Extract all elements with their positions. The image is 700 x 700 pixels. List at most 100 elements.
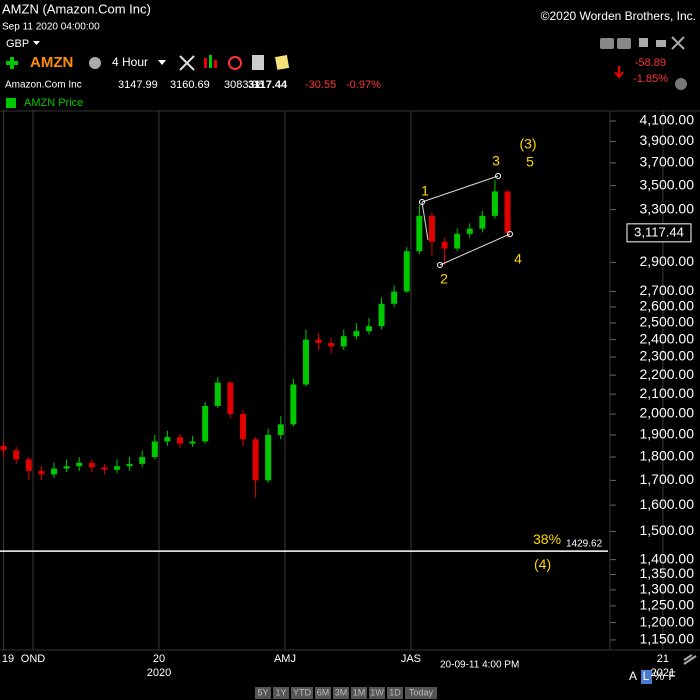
- y-tick-label: 1,300.00: [640, 581, 695, 597]
- company: Amazon.Com Inc: [5, 80, 82, 91]
- candle-body: [214, 382, 221, 406]
- y-tick-label: 2,900.00: [640, 253, 695, 269]
- x-tick-label: 19: [2, 653, 14, 665]
- candle-body: [139, 457, 146, 464]
- candle-body: [491, 191, 498, 216]
- down-arrow: [614, 66, 624, 79]
- y-tick-label: 1,900.00: [640, 426, 695, 442]
- candle-body: [353, 331, 360, 337]
- candle-body: [328, 343, 335, 347]
- period-label[interactable]: 1Y: [275, 687, 286, 697]
- timestamp: Sep 11 2020 04:00:00: [2, 22, 100, 33]
- candle-body: [302, 339, 309, 385]
- x-tick-label: AMJ: [274, 653, 296, 665]
- period-button[interactable]: [291, 687, 313, 699]
- period-label[interactable]: 5Y: [257, 687, 268, 697]
- window-controls[interactable]: [600, 36, 685, 50]
- candle-body: [441, 241, 448, 249]
- cursor-time: 20-09-11 4:00 PM: [440, 660, 519, 671]
- x-tick-sublabel: 2021: [651, 667, 675, 679]
- low: 3083.98: [224, 79, 264, 91]
- candle-body: [466, 228, 473, 234]
- wave-label: (3): [519, 136, 536, 152]
- footer: 5Y 1Y YTD 6M 3M 1M 1W 1D Today A L% F: [255, 654, 697, 699]
- day-change: -58.89: [635, 57, 666, 69]
- wave-label: 1: [421, 183, 429, 199]
- candle-body: [265, 434, 272, 481]
- window-title: AMZN (Amazon.Com Inc): [2, 1, 151, 16]
- candle-body: [13, 450, 20, 460]
- open: 3147.99: [118, 79, 158, 91]
- period-button[interactable]: [387, 687, 403, 699]
- channel-point: [419, 199, 425, 205]
- scale-button[interactable]: A: [629, 669, 637, 683]
- close: 3117.44: [248, 79, 288, 91]
- candle-body: [51, 468, 58, 475]
- period-label[interactable]: YTD: [293, 687, 312, 697]
- channel-line: [439, 233, 511, 266]
- scale-button[interactable]: L: [643, 669, 650, 683]
- period-button[interactable]: [315, 687, 331, 699]
- period-button[interactable]: [369, 687, 385, 699]
- y-tick-label: 3,500.00: [640, 176, 695, 192]
- interval[interactable]: 4 Hour: [112, 55, 148, 69]
- period-label[interactable]: 1D: [389, 687, 401, 697]
- toolbar-icons[interactable]: [179, 55, 290, 71]
- candle-body: [290, 384, 297, 425]
- wave-label: 4: [514, 251, 522, 267]
- candle-body: [63, 466, 70, 469]
- x-tick-label: OND: [21, 653, 46, 665]
- dropdown-arrow[interactable]: [158, 60, 166, 65]
- period-label[interactable]: 1M: [353, 687, 366, 697]
- channel-point: [437, 262, 443, 268]
- resize-icon[interactable]: [683, 654, 697, 665]
- period-button[interactable]: [351, 687, 367, 699]
- copyright: ©2020 Worden Brothers, Inc.: [541, 9, 696, 23]
- period-label[interactable]: 1W: [370, 687, 384, 697]
- y-tick-label: 1,200.00: [640, 613, 695, 629]
- y-tick-label: 3,700.00: [640, 154, 695, 170]
- period-label[interactable]: Today: [409, 687, 434, 697]
- period-label[interactable]: 6M: [317, 687, 330, 697]
- candle-body: [25, 459, 32, 471]
- period-button[interactable]: [273, 687, 289, 699]
- candle-body: [126, 463, 133, 467]
- period-button[interactable]: [405, 687, 437, 699]
- candle-body: [340, 336, 347, 347]
- y-tick-label: 2,200.00: [640, 366, 695, 382]
- wave-label: 5: [526, 154, 534, 170]
- candle-body: [0, 445, 7, 451]
- level-label: 38%: [533, 531, 561, 547]
- x-tick-sublabel: 2020: [147, 667, 171, 679]
- x-tick-label: 20: [153, 653, 165, 665]
- candle-body: [202, 405, 209, 442]
- currency[interactable]: GBP: [6, 38, 29, 50]
- legend-swatch: [6, 98, 16, 108]
- period-button[interactable]: [333, 687, 349, 699]
- candle-body: [428, 215, 435, 242]
- scale-button[interactable]: %: [654, 669, 665, 683]
- scale-button[interactable]: F: [668, 669, 675, 683]
- dropdown-arrow[interactable]: [33, 41, 40, 45]
- y-tick-label: 1,600.00: [640, 496, 695, 512]
- y-tick-label: 1,400.00: [640, 550, 695, 566]
- icon[interactable]: [675, 78, 687, 90]
- period-button[interactable]: [255, 687, 271, 699]
- icon[interactable]: [89, 57, 101, 69]
- add-button[interactable]: [6, 57, 18, 69]
- change-pct: -0.97%: [346, 79, 381, 91]
- candle-body: [454, 233, 461, 249]
- price-box: [626, 223, 692, 243]
- candle-body: [227, 382, 234, 415]
- x-tick-label: 21: [657, 653, 669, 665]
- candle-body: [38, 470, 45, 475]
- y-tick-label: 2,100.00: [640, 385, 695, 401]
- period-label[interactable]: 3M: [335, 687, 348, 697]
- symbol[interactable]: AMZN: [30, 54, 73, 71]
- wave-label: (4): [534, 556, 551, 572]
- day-change-pct: -1.85%: [633, 73, 668, 85]
- y-tick-label: 2,500.00: [640, 314, 695, 330]
- legend-label: AMZN Price: [24, 97, 83, 109]
- y-tick-label: 3,300.00: [640, 200, 695, 216]
